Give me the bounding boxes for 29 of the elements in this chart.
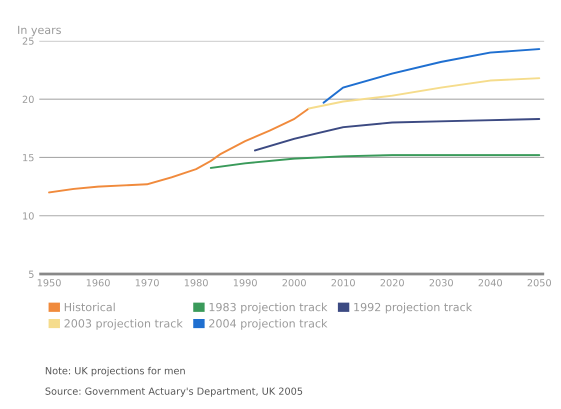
- x-tick-label: 1950: [38, 279, 61, 286]
- legend-label: Historical: [64, 302, 115, 312]
- y-tick-label: 5: [28, 270, 34, 278]
- x-tick-label: 2050: [528, 279, 551, 286]
- line-series: [322, 48, 540, 104]
- y-axis-title: In years: [18, 26, 61, 36]
- legend-label: 1992 projection track: [354, 302, 472, 314]
- y-tick-label: 20: [22, 96, 34, 104]
- text: Note: UK projections for men: [46, 366, 185, 376]
- y-tick-label: 25: [22, 37, 34, 45]
- x-tick-label: 2010: [332, 279, 355, 286]
- x-tick-label: 1960: [86, 279, 110, 286]
- legend-label: 2004 projection track: [209, 318, 328, 330]
- x-tick-label: 2030: [430, 279, 453, 286]
- source-note: Source: Government Actuary's Department, UK 2005: [46, 387, 302, 397]
- y-tick-label: 10: [23, 212, 34, 220]
- x-tick-label: 1990: [234, 279, 257, 286]
- y-tick-label: 15: [23, 154, 34, 162]
- x-tick-label: 1970: [136, 279, 159, 286]
- x-tick-label: 1980: [184, 279, 208, 286]
- x-tick-label: 2020: [380, 279, 404, 286]
- line-series: [48, 108, 310, 194]
- line-series: [210, 154, 540, 169]
- line-series: [308, 77, 540, 110]
- legend-label: 1983 projection track: [210, 302, 328, 314]
- x-tick-label: 2040: [478, 279, 502, 286]
- legend-label: 2003 projection track: [64, 318, 183, 330]
- line-series: [254, 118, 540, 152]
- x-tick-label: 2000: [282, 279, 306, 286]
